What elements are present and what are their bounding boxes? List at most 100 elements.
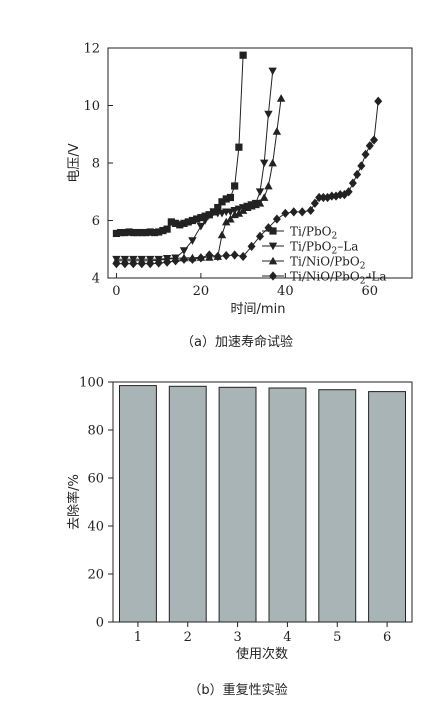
panel-a-data-point [226,193,235,202]
panel-a-y-tick-label: 4 [92,272,100,287]
panel-a-data-point [239,251,248,262]
panel-a-data-point [150,228,159,237]
panel-a-data-point [213,251,222,262]
panel-a-y-tick-label: 6 [92,214,100,229]
panel-a-series-line [116,101,379,265]
panel-b-y-tick-label: 100 [79,376,104,391]
panel-a-series-4 [112,96,383,269]
panel-a-data-point [344,187,353,197]
panel-a-data-point [264,181,273,190]
panel-a-data-point [272,214,281,224]
panel-a-data-point [159,226,167,235]
panel-b-x-tick-label: 2 [184,630,192,645]
panel-a-caption: （a）加速寿命试验 [181,334,293,350]
panel-a-x-tick-label: 0 [112,284,120,299]
panel-a-y-tick-label: 10 [83,99,100,114]
panel-a-data-point [196,222,206,231]
panel-a-legend-entry-3: Ti/NiO/PbO2 [262,255,365,272]
panel-a-data-point [112,259,121,269]
panel-a-data-point [348,178,357,188]
panel-b-y-tick-label: 40 [87,520,104,535]
panel-a-data-point [196,253,205,263]
panel-a-series-layer [112,51,383,269]
panel-a-data-point [180,254,188,264]
panel-b-bar [318,389,357,623]
panel-a-legend-marker [268,242,278,251]
panel-a-data-point [117,228,125,237]
panel-a-y-tick-label: 12 [83,42,100,57]
panel-a-data-point [234,209,244,217]
panel-a-data-point [374,96,383,106]
panel-a-data-point [214,203,222,212]
panel-a-data-point [353,169,362,180]
panel-a-data-point [310,198,319,208]
panel-a-data-point [155,228,163,236]
panel-a-y-axis-label: 电压/V [67,143,82,182]
panel-a-line-chart: 0 20 40 60 4 6 8 10 12 Ti/PbO2Ti/PbO2–LaTi/NiO/P… [67,42,413,350]
panel-a-data-point [218,198,226,206]
panel-a-data-point [112,229,121,238]
panel-a-data-point [184,218,192,226]
panel-a-data-point [167,218,175,226]
panel-a-data-point [256,231,264,241]
panel-a-data-point [357,161,366,171]
panel-a-series-line [116,55,244,234]
panel-b-bar [368,391,407,623]
panel-a-data-point [260,159,269,168]
panel-a-data-point [129,259,138,269]
panel-a-legend-entry-1: Ti/PbO2 [262,225,337,242]
panel-a-data-point [163,257,172,267]
panel-a-legend-marker [268,256,278,265]
panel-a-data-point [142,228,150,237]
panel-a-data-point [298,207,307,217]
panel-b-y-tick-label: 0 [96,616,104,631]
panel-b-x-axis-label: 使用次数 [236,646,288,662]
panel-a-data-point [125,228,133,236]
panel-b-bars [119,385,407,623]
panel-a-data-point [255,199,265,207]
panel-a-x-tick-label: 60 [362,284,379,299]
panel-b-bar-chart: 0 20 40 60 80 100 1 2 3 4 5 6 使用次数 去除率/% （b）重复性实验 [66,376,413,698]
panel-a-data-point [137,259,146,269]
panel-a-data-point [205,250,214,260]
panel-a-data-point [281,208,290,218]
panel-a-data-point [171,219,180,227]
panel-a-legend-marker [269,271,277,281]
panel-a-data-point [197,214,205,222]
panel-a-x-tick-label: 20 [193,284,210,299]
panel-a-data-point [180,219,188,227]
panel-a-data-point [146,259,155,269]
panel-a-legend-label: Ti/NiO/PbO2 [290,255,365,272]
panel-b-plot-frame [112,381,413,623]
panel-a-data-point [238,206,248,214]
panel-b-x-tick-label: 5 [333,630,341,645]
panel-a-data-point [255,188,265,196]
panel-a-series-1 [112,51,247,238]
panel-a-data-point [336,190,345,200]
panel-a-legend-marker [269,227,277,235]
panel-b-x-tick-label: 1 [134,630,142,645]
panel-a-data-point [222,250,231,261]
panel-a-plot-frame [107,47,413,279]
panel-a-data-point [315,192,324,203]
panel-a-data-point [247,241,256,251]
panel-b-caption: （b）重复性实验 [188,682,287,698]
panel-b-bar [218,386,257,623]
panel-a-data-point [176,221,184,229]
panel-a-data-point [361,149,370,159]
panel-a-legend-label: Ti/PbO2–La [290,240,358,257]
panel-a-data-point [260,193,269,201]
panel-a-data-point [222,217,231,226]
panel-a-data-point [171,256,180,266]
panel-a-legend-label: Ti/PbO2 [290,225,337,242]
panel-a-legend-entry-2: Ti/PbO2–La [262,240,358,257]
panel-a-data-point [222,195,230,203]
panel-a-data-point [264,110,273,119]
panel-a-y-tick-label: 8 [92,157,100,172]
panel-a-x-tick-label: 40 [277,284,294,299]
panel-b-x-tick-label: 3 [233,630,241,645]
panel-a-data-point [129,228,137,237]
panel-a-axis-ticks: 0 20 40 60 4 6 8 10 12 [83,42,378,300]
panel-b-y-axis-label: 去除率/% [66,474,82,530]
